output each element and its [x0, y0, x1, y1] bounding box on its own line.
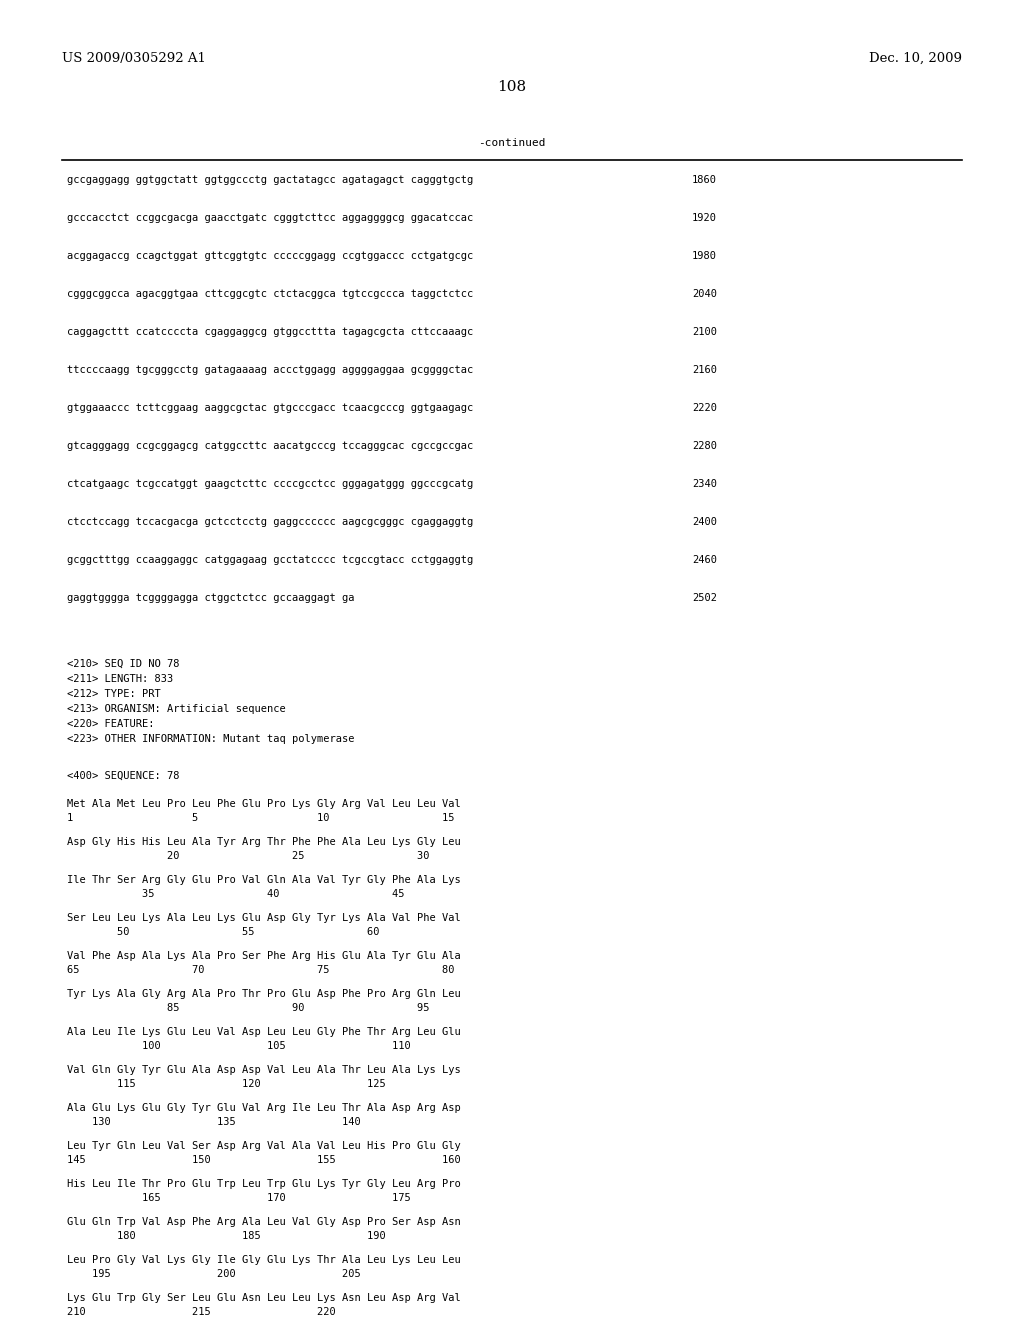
- Text: 2280: 2280: [692, 441, 717, 451]
- Text: <213> ORGANISM: Artificial sequence: <213> ORGANISM: Artificial sequence: [67, 704, 286, 714]
- Text: Lys Glu Trp Gly Ser Leu Glu Asn Leu Leu Lys Asn Leu Asp Arg Val: Lys Glu Trp Gly Ser Leu Glu Asn Leu Leu …: [67, 1294, 461, 1303]
- Text: ctcatgaagc tcgccatggt gaagctcttc ccccgcctcc gggagatggg ggcccgcatg: ctcatgaagc tcgccatggt gaagctcttc ccccgcc…: [67, 479, 473, 488]
- Text: gccgaggagg ggtggctatt ggtggccctg gactatagcc agatagagct cagggtgctg: gccgaggagg ggtggctatt ggtggccctg gactata…: [67, 176, 473, 185]
- Text: 35                  40                  45: 35 40 45: [67, 888, 404, 899]
- Text: 1920: 1920: [692, 213, 717, 223]
- Text: -continued: -continued: [478, 139, 546, 148]
- Text: 195                 200                 205: 195 200 205: [67, 1269, 360, 1279]
- Text: 180                 185                 190: 180 185 190: [67, 1232, 386, 1241]
- Text: 2460: 2460: [692, 554, 717, 565]
- Text: acggagaccg ccagctggat gttcggtgtc cccccggagg ccgtggaccc cctgatgcgc: acggagaccg ccagctggat gttcggtgtc cccccgg…: [67, 251, 473, 261]
- Text: 2160: 2160: [692, 366, 717, 375]
- Text: 1860: 1860: [692, 176, 717, 185]
- Text: <223> OTHER INFORMATION: Mutant taq polymerase: <223> OTHER INFORMATION: Mutant taq poly…: [67, 734, 354, 744]
- Text: gtcagggagg ccgcggagcg catggccttc aacatgcccg tccagggcac cgccgccgac: gtcagggagg ccgcggagcg catggccttc aacatgc…: [67, 441, 473, 451]
- Text: Ala Leu Ile Lys Glu Leu Val Asp Leu Leu Gly Phe Thr Arg Leu Glu: Ala Leu Ile Lys Glu Leu Val Asp Leu Leu …: [67, 1027, 461, 1038]
- Text: 130                 135                 140: 130 135 140: [67, 1117, 360, 1127]
- Text: <212> TYPE: PRT: <212> TYPE: PRT: [67, 689, 161, 700]
- Text: gtggaaaccc tcttcggaag aaggcgctac gtgcccgacc tcaacgcccg ggtgaagagc: gtggaaaccc tcttcggaag aaggcgctac gtgcccg…: [67, 403, 473, 413]
- Text: Leu Pro Gly Val Lys Gly Ile Gly Glu Lys Thr Ala Leu Lys Leu Leu: Leu Pro Gly Val Lys Gly Ile Gly Glu Lys …: [67, 1255, 461, 1265]
- Text: 2040: 2040: [692, 289, 717, 300]
- Text: US 2009/0305292 A1: US 2009/0305292 A1: [62, 51, 206, 65]
- Text: cgggcggcca agacggtgaa cttcggcgtc ctctacggca tgtccgccca taggctctcc: cgggcggcca agacggtgaa cttcggcgtc ctctacg…: [67, 289, 473, 300]
- Text: Ala Glu Lys Glu Gly Tyr Glu Val Arg Ile Leu Thr Ala Asp Arg Asp: Ala Glu Lys Glu Gly Tyr Glu Val Arg Ile …: [67, 1104, 461, 1113]
- Text: 1980: 1980: [692, 251, 717, 261]
- Text: Tyr Lys Ala Gly Arg Ala Pro Thr Pro Glu Asp Phe Pro Arg Gln Leu: Tyr Lys Ala Gly Arg Ala Pro Thr Pro Glu …: [67, 989, 461, 999]
- Text: Leu Tyr Gln Leu Val Ser Asp Arg Val Ala Val Leu His Pro Glu Gly: Leu Tyr Gln Leu Val Ser Asp Arg Val Ala …: [67, 1140, 461, 1151]
- Text: 108: 108: [498, 81, 526, 94]
- Text: 65                  70                  75                  80: 65 70 75 80: [67, 965, 455, 975]
- Text: 1                   5                   10                  15: 1 5 10 15: [67, 813, 455, 822]
- Text: ctcctccagg tccacgacga gctcctcctg gaggcccccc aagcgcgggc cgaggaggtg: ctcctccagg tccacgacga gctcctcctg gaggccc…: [67, 517, 473, 527]
- Text: 85                  90                  95: 85 90 95: [67, 1003, 429, 1012]
- Text: caggagcttt ccatccccta cgaggaggcg gtggccttta tagagcgcta cttccaaagc: caggagcttt ccatccccta cgaggaggcg gtggcct…: [67, 327, 473, 337]
- Text: 2100: 2100: [692, 327, 717, 337]
- Text: Met Ala Met Leu Pro Leu Phe Glu Pro Lys Gly Arg Val Leu Leu Val: Met Ala Met Leu Pro Leu Phe Glu Pro Lys …: [67, 799, 461, 809]
- Text: 20                  25                  30: 20 25 30: [67, 851, 429, 861]
- Text: 2400: 2400: [692, 517, 717, 527]
- Text: gcggctttgg ccaaggaggc catggagaag gcctatcccc tcgccgtacc cctggaggtg: gcggctttgg ccaaggaggc catggagaag gcctatc…: [67, 554, 473, 565]
- Text: 145                 150                 155                 160: 145 150 155 160: [67, 1155, 461, 1166]
- Text: Glu Gln Trp Val Asp Phe Arg Ala Leu Val Gly Asp Pro Ser Asp Asn: Glu Gln Trp Val Asp Phe Arg Ala Leu Val …: [67, 1217, 461, 1228]
- Text: 210                 215                 220: 210 215 220: [67, 1307, 336, 1317]
- Text: Asp Gly His His Leu Ala Tyr Arg Thr Phe Phe Ala Leu Lys Gly Leu: Asp Gly His His Leu Ala Tyr Arg Thr Phe …: [67, 837, 461, 847]
- Text: Val Gln Gly Tyr Glu Ala Asp Asp Val Leu Ala Thr Leu Ala Lys Lys: Val Gln Gly Tyr Glu Ala Asp Asp Val Leu …: [67, 1065, 461, 1074]
- Text: <211> LENGTH: 833: <211> LENGTH: 833: [67, 675, 173, 684]
- Text: <220> FEATURE:: <220> FEATURE:: [67, 719, 155, 729]
- Text: <210> SEQ ID NO 78: <210> SEQ ID NO 78: [67, 659, 179, 669]
- Text: Val Phe Asp Ala Lys Ala Pro Ser Phe Arg His Glu Ala Tyr Glu Ala: Val Phe Asp Ala Lys Ala Pro Ser Phe Arg …: [67, 950, 461, 961]
- Text: gcccacctct ccggcgacga gaacctgatc cgggtcttcc aggaggggcg ggacatccac: gcccacctct ccggcgacga gaacctgatc cgggtct…: [67, 213, 473, 223]
- Text: 2220: 2220: [692, 403, 717, 413]
- Text: Ile Thr Ser Arg Gly Glu Pro Val Gln Ala Val Tyr Gly Phe Ala Lys: Ile Thr Ser Arg Gly Glu Pro Val Gln Ala …: [67, 875, 461, 884]
- Text: 50                  55                  60: 50 55 60: [67, 927, 380, 937]
- Text: <400> SEQUENCE: 78: <400> SEQUENCE: 78: [67, 771, 179, 781]
- Text: 2340: 2340: [692, 479, 717, 488]
- Text: 100                 105                 110: 100 105 110: [67, 1041, 411, 1051]
- Text: Dec. 10, 2009: Dec. 10, 2009: [869, 51, 962, 65]
- Text: His Leu Ile Thr Pro Glu Trp Leu Trp Glu Lys Tyr Gly Leu Arg Pro: His Leu Ile Thr Pro Glu Trp Leu Trp Glu …: [67, 1179, 461, 1189]
- Text: 165                 170                 175: 165 170 175: [67, 1193, 411, 1203]
- Text: 115                 120                 125: 115 120 125: [67, 1078, 386, 1089]
- Text: Ser Leu Leu Lys Ala Leu Lys Glu Asp Gly Tyr Lys Ala Val Phe Val: Ser Leu Leu Lys Ala Leu Lys Glu Asp Gly …: [67, 913, 461, 923]
- Text: gaggtgggga tcggggagga ctggctctcc gccaaggagt ga: gaggtgggga tcggggagga ctggctctcc gccaagg…: [67, 593, 354, 603]
- Text: 2502: 2502: [692, 593, 717, 603]
- Text: ttccccaagg tgcgggcctg gatagaaaag accctggagg aggggaggaa gcggggctac: ttccccaagg tgcgggcctg gatagaaaag accctgg…: [67, 366, 473, 375]
